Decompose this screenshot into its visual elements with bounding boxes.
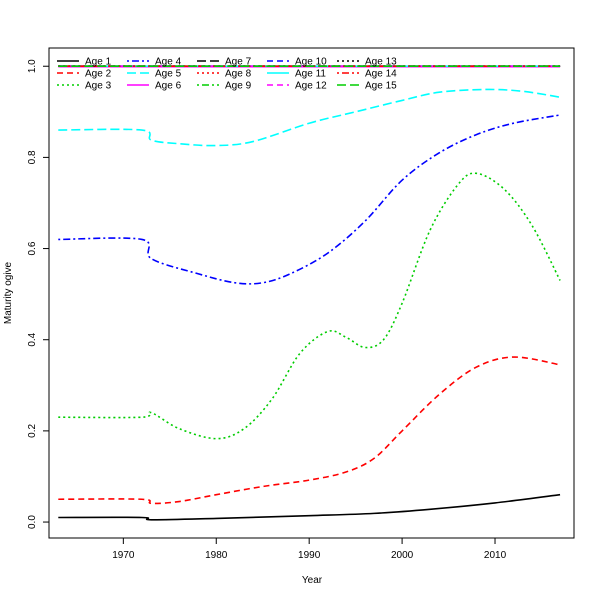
legend-label: Age 8 xyxy=(225,69,252,80)
legend-item: Age 11 xyxy=(267,69,326,80)
legend-label: Age 15 xyxy=(365,81,397,92)
legend-label: Age 6 xyxy=(155,81,182,92)
legend-label: Age 4 xyxy=(155,57,182,68)
x-tick-label: 1980 xyxy=(205,550,228,561)
legend-label: Age 11 xyxy=(295,69,326,80)
series-layer xyxy=(58,65,561,521)
legend-item: Age 8 xyxy=(197,69,252,80)
legend-label: Age 2 xyxy=(85,69,112,80)
legend-item: Age 1 xyxy=(57,57,112,68)
legend-item: Age 14 xyxy=(337,69,397,80)
legend-label: Age 13 xyxy=(365,57,397,68)
legend-item: Age 2 xyxy=(57,69,112,80)
legend-item: Age 15 xyxy=(337,81,397,92)
legend-item: Age 4 xyxy=(127,57,182,68)
legend-item: Age 9 xyxy=(197,81,252,92)
y-axis-label: Maturity ogive xyxy=(3,261,14,324)
y-tick-label: 0.0 xyxy=(27,515,38,529)
x-tick-label: 2010 xyxy=(484,550,507,561)
legend-label: Age 5 xyxy=(155,69,182,80)
legend-label: Age 7 xyxy=(225,57,252,68)
legend-item: Age 10 xyxy=(267,57,327,68)
series-line-age-2 xyxy=(58,356,561,505)
y-tick-label: 0.2 xyxy=(27,423,38,437)
legend-item: Age 6 xyxy=(127,81,182,92)
legend-item: Age 3 xyxy=(57,81,112,92)
legend-label: Age 9 xyxy=(225,81,252,92)
y-tick-label: 1.0 xyxy=(27,59,38,73)
series-line-age-1 xyxy=(58,493,561,521)
series-line-age-3 xyxy=(58,172,561,440)
legend-label: Age 1 xyxy=(85,57,112,68)
legend-label: Age 14 xyxy=(365,69,397,80)
legend-item: Age 7 xyxy=(197,57,252,68)
series-line-age-5 xyxy=(58,88,561,147)
y-axis: 0.0 0.2 0.4 0.6 0.8 1.0 xyxy=(27,59,49,529)
y-tick-label: 0.4 xyxy=(27,332,38,346)
series-line-age-4 xyxy=(58,114,561,285)
legend-item: Age 12 xyxy=(267,81,327,92)
x-tick-label: 1990 xyxy=(298,550,321,561)
y-tick-label: 0.6 xyxy=(27,241,38,255)
legend-label: Age 3 xyxy=(85,81,112,92)
plot-frame xyxy=(48,47,575,539)
legend-item: Age 13 xyxy=(337,57,397,68)
legend-item: Age 5 xyxy=(127,69,182,80)
x-tick-label: 1970 xyxy=(112,550,135,561)
x-axis: 1970 1980 1990 2000 2010 xyxy=(112,538,507,561)
legend-label: Age 10 xyxy=(295,57,327,68)
legend-label: Age 12 xyxy=(295,81,327,92)
y-tick-label: 0.8 xyxy=(27,150,38,164)
x-axis-label: Year xyxy=(302,575,323,586)
x-tick-label: 2000 xyxy=(391,550,414,561)
